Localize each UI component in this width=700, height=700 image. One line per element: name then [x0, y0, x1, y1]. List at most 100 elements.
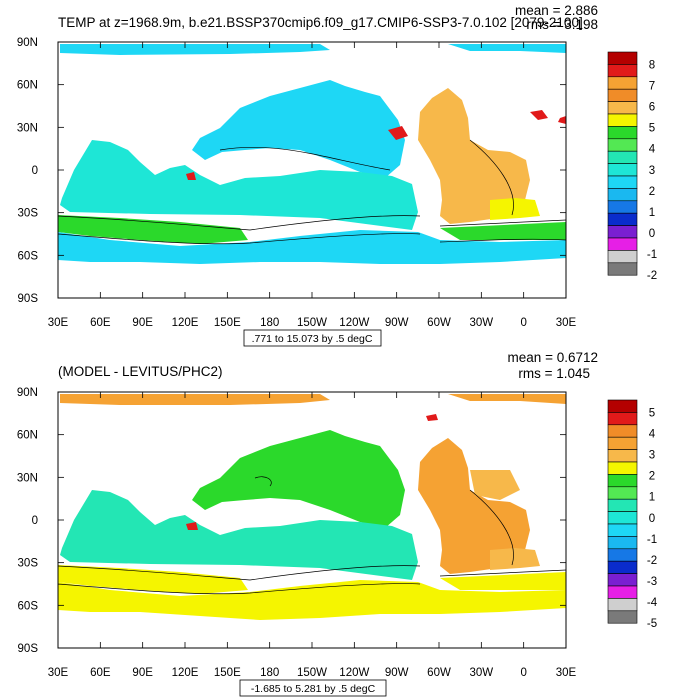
y-tick-label: 0: [32, 165, 38, 177]
panel-1-title: TEMP at z=1968.9m, b.e21.BSSP370cmip6.f0…: [58, 15, 583, 30]
map-2-contour: [57, 583, 421, 595]
y-tick-label: 30S: [18, 208, 39, 220]
colorbar-box: [607, 212, 638, 226]
y-tick-label: 60S: [18, 600, 39, 612]
colorbar-box: [607, 150, 638, 164]
x-tick-label: 150W: [297, 667, 327, 679]
x-tick-label: 60W: [427, 317, 451, 329]
x-tick-label: 60E: [90, 667, 111, 679]
map-1-contour: [57, 215, 421, 231]
y-tick-label: 0: [32, 515, 38, 527]
colorbar-label: 1: [649, 207, 655, 219]
colorbar-label: -1: [647, 249, 657, 261]
y-tick-label: 90N: [17, 37, 38, 49]
x-tick-label: 120W: [339, 317, 369, 329]
map-1-contour: [439, 238, 567, 243]
colorbar-box: [607, 237, 638, 251]
panel-1-mean: mean = 2.886: [515, 3, 598, 18]
colorbar-box: [607, 573, 638, 587]
y-tick-label: 30N: [17, 122, 38, 134]
colorbar-label: 5: [649, 123, 655, 135]
map-2-contour: [469, 489, 514, 566]
map-2-contour: [439, 569, 567, 577]
panel-2-rms: rms = 1.045: [518, 366, 590, 381]
x-tick-label: 30W: [470, 667, 494, 679]
colorbar-label: 2: [649, 186, 655, 198]
colorbar-label: -2: [647, 555, 657, 567]
colorbar-box: [607, 399, 638, 413]
colorbar-box: [607, 486, 638, 500]
colorbar-label: 4: [649, 144, 656, 156]
x-tick-label: 120W: [339, 667, 369, 679]
colorbar-box: [607, 498, 638, 512]
panel-1-rms: rms = 3.198: [526, 17, 598, 32]
y-tick-label: 90S: [18, 293, 39, 305]
colorbar-label: -5: [647, 618, 657, 630]
colorbar-box: [607, 262, 638, 276]
panel-2-colorbar: 5 4 3 2 1 0 -1 -2 -3 -4 -5: [607, 399, 658, 630]
y-tick-label: 60N: [17, 80, 38, 92]
colorbar-label: 7: [649, 80, 655, 92]
colorbar-box: [607, 461, 638, 475]
map-1-region-south-band: [58, 215, 566, 244]
map-1-region-north-pacific: [192, 80, 405, 178]
colorbar-box: [607, 424, 638, 438]
colorbar-box: [607, 250, 638, 264]
colorbar-label: 2: [649, 471, 655, 483]
colorbar-label: 0: [649, 513, 655, 525]
map-1-region-indian: [60, 140, 418, 230]
colorbar-box: [607, 200, 638, 214]
y-tick-label: 90N: [17, 387, 38, 399]
colorbar-label: 6: [649, 102, 655, 114]
panel-2-axes: 30E 60E 90E 120E 150E 180 150W 120W 90W 60W 30W 0 30…: [17, 387, 577, 679]
map-2-region-south-band: [58, 565, 566, 594]
map-2-contour: [254, 476, 272, 487]
panel-2-range-label: -1.685 to 5.281 by .5 degC: [251, 683, 376, 695]
y-tick-label: 90S: [18, 643, 39, 655]
colorbar-box: [607, 188, 638, 202]
x-tick-label: 150E: [214, 667, 241, 679]
colorbar-box: [607, 51, 638, 65]
colorbar-box: [607, 412, 638, 426]
x-tick-label: 0: [520, 667, 526, 679]
y-tick-label: 30N: [17, 472, 38, 484]
colorbar-box: [607, 610, 638, 624]
y-tick-label: 60S: [18, 250, 39, 262]
colorbar-box: [607, 474, 638, 488]
colorbar-label: 3: [649, 450, 655, 462]
x-tick-label: 30E: [48, 317, 69, 329]
colorbar-label: 8: [649, 59, 655, 71]
map-1-contour: [439, 219, 567, 227]
x-tick-label: 150W: [297, 317, 327, 329]
colorbar-label: 5: [649, 407, 655, 419]
map-2-region-arctic: [60, 394, 566, 405]
colorbar-label: 3: [649, 165, 655, 177]
panel-1: TEMP at z=1968.9m, b.e21.BSSP370cmip6.f0…: [17, 3, 657, 347]
colorbar-box: [607, 175, 638, 189]
panel-1-map: [57, 41, 567, 299]
colorbar-label: 4: [649, 428, 656, 440]
colorbar-box: [607, 76, 638, 90]
x-tick-label: 90W: [385, 667, 409, 679]
map-2-region-atlantic: [418, 438, 530, 574]
x-tick-label: 30E: [556, 317, 577, 329]
colorbar-label: 0: [649, 228, 655, 240]
map-1-contour: [57, 233, 421, 245]
x-tick-label: 180: [260, 317, 279, 329]
colorbar-box: [607, 126, 638, 140]
y-tick-label: 60N: [17, 430, 38, 442]
y-tick-label: 30S: [18, 558, 39, 570]
colorbar-label: -4: [647, 597, 658, 609]
map-2-contour: [57, 565, 421, 581]
colorbar-label: -3: [647, 576, 657, 588]
map-2-region-south-atlantic: [470, 470, 540, 570]
map-1-region-atlantic: [418, 88, 530, 224]
colorbar-box: [607, 101, 638, 115]
colorbar-box: [607, 585, 638, 599]
panel-1-range-label: .771 to 15.073 by .5 degC: [252, 333, 373, 345]
x-tick-label: 90E: [132, 317, 153, 329]
panel-2-map: [57, 391, 567, 649]
x-tick-label: 90W: [385, 317, 409, 329]
colorbar-box: [607, 511, 638, 525]
colorbar-box: [607, 536, 638, 550]
